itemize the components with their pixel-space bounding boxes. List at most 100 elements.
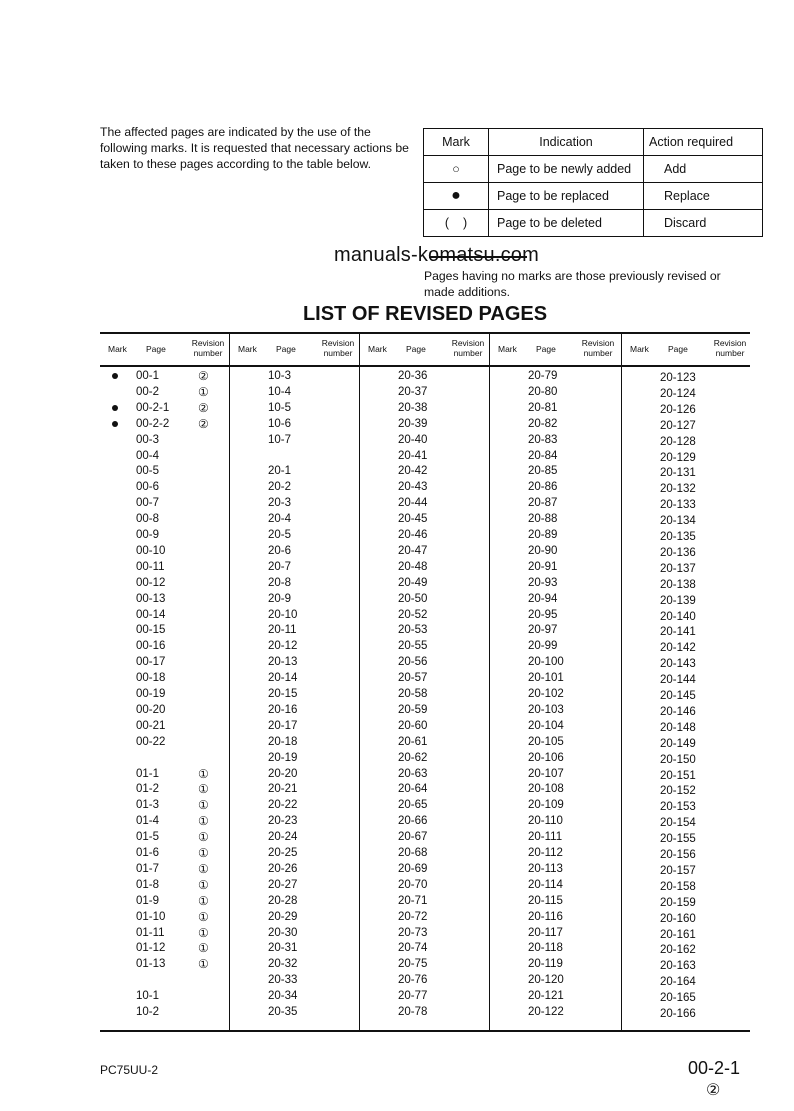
revision-number: ① [198,957,209,972]
page-entry: 20-80 [528,385,558,398]
page-entry: 20-143 [660,658,696,671]
page-entry: 01-9 [136,894,160,907]
page-entry: 20-22 [268,799,298,812]
page-entry: 00-20 [136,703,166,716]
page-entry: 20-105 [528,735,564,748]
page-entry: 00-11 [136,560,165,573]
page-entry: 20-23 [268,815,298,828]
page-entry: 01-3 [136,799,160,812]
page-entry: 01-7 [136,862,160,875]
page-entry: 20-2 [268,481,292,494]
page-entry: 20-132 [660,483,696,496]
column-divider [489,333,491,1030]
indication-cell: Page to be newly added [488,155,644,183]
page-entry: 20-160 [660,912,696,925]
page-entry: 20-139 [660,594,696,607]
parentheses-icon: ( ) [423,209,489,237]
page-entry: 20-87 [528,497,558,510]
page-entry: 20-110 [528,815,563,828]
page-entry: 20-76 [398,974,428,987]
page-entry: 00-1 [136,370,160,382]
page-entry: 20-27 [268,878,298,891]
page-entry: 01-5 [136,831,160,844]
page-entry: 20-60 [398,719,428,732]
page-entry: 20-1 [268,465,292,478]
page-entry: 20-127 [660,419,696,432]
page-revision: ② [706,1082,721,1099]
revision-number: ① [198,846,209,860]
intro-text: The affected pages are indicated by the … [100,125,409,171]
page-entry: 20-29 [268,910,298,923]
page-entry: 20-133 [660,499,696,512]
page-entry: 01-11 [136,926,165,939]
page-entry: 00-21 [136,719,166,732]
page-entry: 20-73 [398,926,428,939]
revision-number: ② [198,400,209,415]
page-entry: 20-117 [528,926,563,939]
page-entry: 20-62 [398,751,428,764]
page-entry: 20-63 [398,767,428,780]
revision-number: ② [198,416,209,431]
page-entry: 20-58 [398,688,428,700]
page-entry: 20-85 [528,465,558,478]
page-entry: 20-33 [268,974,298,987]
page-entry: 20-146 [660,705,696,718]
page-entry: 20-84 [528,449,558,462]
page-entry: 00-2-2 [136,417,170,430]
header-mark: Mark [238,344,257,354]
page-entry: 20-106 [528,751,564,764]
page-entry: 20-107 [528,767,564,780]
page-entry: 01-2 [136,783,160,796]
revision-number: ① [198,909,209,924]
model-code: PC75UU-2 [100,1063,159,1077]
page-entry: 00-22 [136,735,166,748]
action-cell: Replace [643,182,763,210]
page-entry: 20-152 [660,785,696,798]
page-entry: 00-4 [136,449,160,462]
page-entry: 20-126 [660,403,696,416]
page-entry: 00-7 [136,497,160,510]
page-entry: 20-34 [268,990,298,1003]
page-entry: 20-6 [268,544,292,557]
revision-number: ① [198,925,209,940]
header-revision: Revision number [451,338,485,358]
page-entry: 20-118 [528,942,563,955]
page-entry: 20-30 [268,926,298,939]
page-entry: 20-77 [398,990,428,1003]
page-entry: 20-119 [528,958,563,971]
page-entry: 20-141 [660,626,696,639]
page-entry: 20-21 [268,783,298,796]
page-entry: 20-39 [398,417,428,430]
page-entry: 20-93 [528,576,558,589]
page-entry: 20-74 [398,942,428,955]
page-entry: 20-135 [660,531,696,543]
filled-circle-icon: ● [423,182,489,210]
page-entry: 00-5 [136,465,160,478]
page-entry: 20-162 [660,944,696,957]
note-text: Pages having no marks are those previous… [424,269,721,299]
revision-number: ① [198,384,209,399]
page-entry: 20-144 [660,674,696,687]
header-revision: Revision number [191,338,225,358]
header-mark: Mark [368,344,387,354]
page-entry: 20-156 [660,849,696,861]
page-entry: 10-2 [136,1006,160,1018]
page-entry: 20-53 [398,624,428,637]
page-entry: 20-120 [528,974,564,987]
page-entry: 20-101 [528,672,564,685]
page-entry: 20-64 [398,783,428,796]
page-entry: 01-13 [136,958,166,971]
page-entry: 20-26 [268,862,298,875]
page-entry: 20-116 [528,910,563,923]
page-entry: 10-6 [268,417,292,430]
page-entry: 01-6 [136,847,160,859]
page-entry: 20-20 [268,767,298,780]
page-entry: 20-17 [268,719,298,732]
page-entry: 00-19 [136,688,166,700]
page-entry: 20-38 [398,401,428,414]
page-entry: 20-24 [268,831,298,844]
page-entry: 20-10 [268,608,298,621]
page-entry: 20-111 [528,831,563,844]
page-entry: 20-86 [528,481,558,494]
revision-number: ① [198,861,209,876]
